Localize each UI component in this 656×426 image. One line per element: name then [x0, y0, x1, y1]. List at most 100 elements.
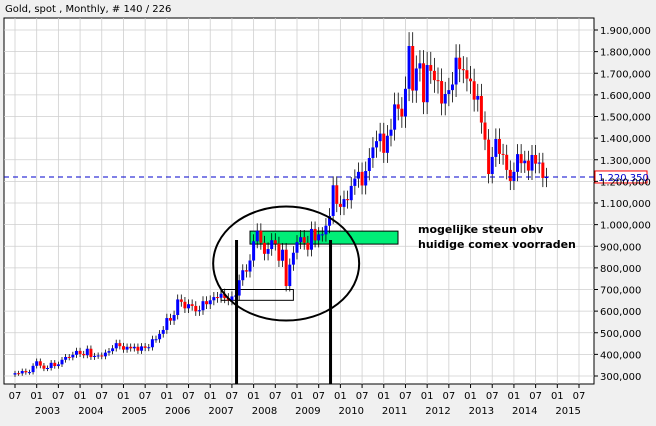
x-month-label: 07: [573, 391, 586, 402]
candle-body: [197, 310, 201, 312]
candle-body: [313, 228, 317, 241]
candle-body: [147, 347, 151, 349]
x-year-label: 2006: [165, 406, 190, 417]
y-tick-label: 300,000: [600, 372, 641, 383]
x-month-label: 01: [247, 391, 260, 402]
candle-body: [519, 154, 523, 164]
candle-body: [505, 154, 509, 170]
x-month-label: 07: [399, 391, 412, 402]
candle-body: [64, 356, 68, 360]
candle-body: [67, 356, 71, 358]
candle-body: [487, 139, 491, 175]
candle-body: [443, 94, 447, 104]
candle-body: [183, 301, 187, 309]
candle-body: [544, 177, 548, 179]
candle-body: [179, 299, 183, 302]
y-tick-label: 1.800,000: [600, 48, 651, 59]
candle-body: [114, 343, 118, 349]
x-year-label: 2012: [425, 406, 450, 417]
candle-body: [382, 133, 386, 153]
candle-body: [375, 141, 379, 148]
candle-body: [165, 318, 169, 330]
x-month-label: 01: [74, 391, 87, 402]
x-month-label: 01: [334, 391, 347, 402]
candle-body: [158, 333, 162, 340]
candle-body: [342, 199, 346, 207]
candle-body: [306, 242, 310, 250]
candle-body: [31, 365, 35, 373]
support-zone: [249, 230, 399, 245]
x-year-label: 2009: [295, 406, 320, 417]
candle-body: [190, 304, 194, 306]
candle-body: [411, 46, 415, 91]
candle-body: [194, 305, 198, 312]
candle-body: [111, 348, 115, 352]
annotation-zones: [220, 230, 399, 301]
candle-body: [302, 237, 306, 243]
candle-body: [168, 318, 172, 321]
y-tick-label: 1.400,000: [600, 134, 651, 145]
candle-body: [389, 129, 393, 136]
candle-body: [35, 361, 39, 366]
current-price-box: [594, 170, 648, 184]
candle-body: [93, 355, 97, 357]
annotation-line-1: mogelijke steun obv: [418, 223, 544, 236]
candle-body: [371, 147, 375, 159]
x-month-label: 07: [52, 391, 65, 402]
x-year-label: 2015: [555, 406, 580, 417]
candle-body: [530, 154, 534, 171]
candle-body: [85, 348, 89, 356]
y-tick-label: 1.900,000: [600, 26, 651, 37]
x-month-label: 01: [464, 391, 477, 402]
candle-body: [403, 88, 407, 117]
candle-body: [447, 90, 451, 95]
candle-body: [356, 171, 360, 179]
x-year-label: 2007: [208, 406, 233, 417]
y-tick-label: 400,000: [600, 350, 641, 361]
x-month-label: 01: [508, 391, 521, 402]
candle-body: [497, 138, 501, 154]
x-year-label: 2004: [78, 406, 103, 417]
x-year-label: 2013: [469, 406, 494, 417]
x-month-label: 01: [291, 391, 304, 402]
annotation-overlay: 1.220,350: [4, 170, 649, 384]
x-month-label: 07: [486, 391, 499, 402]
candle-body: [201, 301, 205, 311]
candle-body: [346, 199, 350, 201]
y-tick-label: 1.600,000: [600, 91, 651, 102]
candle-body: [74, 350, 78, 355]
candle-body: [324, 225, 328, 235]
x-month-label: 01: [117, 391, 130, 402]
x-month-label: 07: [182, 391, 195, 402]
x-year-label: 2008: [252, 406, 277, 417]
candle-body: [38, 361, 42, 366]
candle-body: [501, 153, 505, 155]
candle-body: [215, 297, 219, 299]
x-month-label: 07: [312, 391, 325, 402]
candle-body: [479, 95, 483, 123]
candle-body: [71, 354, 75, 358]
x-month-label: 07: [442, 391, 455, 402]
x-year-label: 2010: [339, 406, 364, 417]
candle-body: [476, 95, 480, 100]
candle-body: [353, 178, 357, 186]
candle-body: [237, 280, 241, 296]
candle-body: [472, 81, 476, 100]
candle-body: [273, 240, 277, 244]
y-tick-label: 1.100,000: [600, 199, 651, 210]
x-month-label: 01: [377, 391, 390, 402]
highlight-ellipse: [212, 205, 361, 322]
candle-body: [349, 185, 353, 201]
candle-body: [89, 348, 93, 357]
candle-body: [432, 70, 436, 81]
candle-body: [537, 162, 541, 164]
candle-body: [454, 57, 458, 85]
candle-body: [385, 135, 389, 153]
candle-body: [317, 234, 321, 241]
candle-body: [96, 355, 100, 357]
candle-body: [266, 249, 270, 254]
y-tick-label: 1.000,000: [600, 221, 651, 232]
candle-body: [541, 162, 545, 178]
candle-body: [284, 249, 288, 287]
